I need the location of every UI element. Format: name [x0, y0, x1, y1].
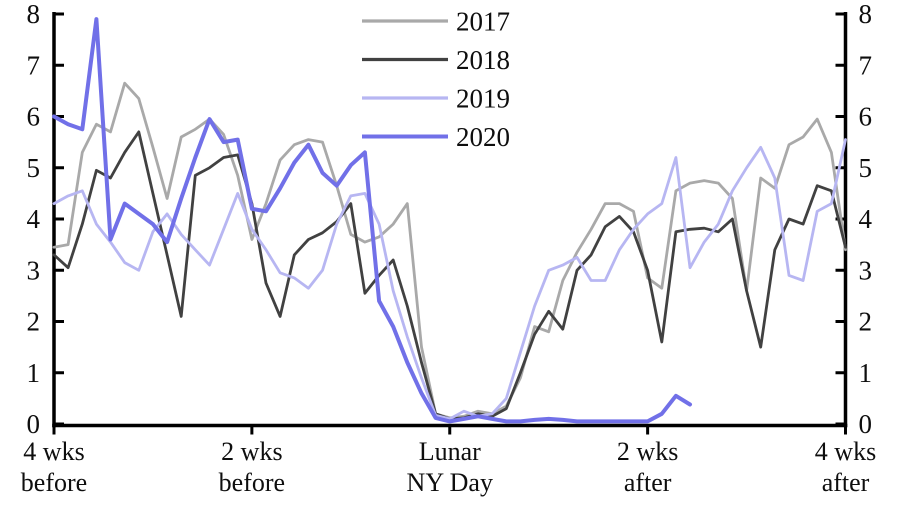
- x-axis-label-line1: 2 wks: [221, 437, 282, 466]
- y-axis-label-left-5: 5: [27, 153, 41, 183]
- y-axis-label-right-7: 7: [859, 50, 873, 80]
- y-axis-label-left-8: 8: [27, 0, 41, 29]
- x-axis-label-line2: after: [822, 468, 870, 497]
- y-axis-label-left-0: 0: [27, 409, 41, 439]
- y-axis-label-left-6: 6: [27, 102, 41, 132]
- y-axis-label-right-0: 0: [859, 409, 873, 439]
- x-axis-label-line1: 4 wks: [815, 437, 876, 466]
- y-axis-label-left-1: 1: [27, 358, 41, 388]
- y-axis-label-right-5: 5: [859, 153, 873, 183]
- y-axis-label-right-8: 8: [859, 0, 873, 29]
- x-axis-label-line1: Lunar: [419, 437, 481, 466]
- x-axis-label-line2: NY Day: [407, 468, 493, 497]
- y-axis-label-right-2: 2: [859, 307, 873, 337]
- x-axis-label-line1: 4 wks: [23, 437, 84, 466]
- x-axis-label-line2: before: [21, 468, 87, 497]
- series-line-2020: [52, 17, 692, 424]
- series-line-2019: [52, 138, 847, 421]
- series-line-2017: [52, 81, 847, 420]
- x-axis-label-line2: before: [219, 468, 285, 497]
- y-axis-label-left-4: 4: [27, 204, 41, 234]
- y-axis-label-right-3: 3: [859, 255, 873, 285]
- legend-label-2019: 2019: [456, 84, 510, 114]
- legend-label-2017: 2017: [456, 7, 510, 37]
- legend-label-2020: 2020: [456, 122, 510, 152]
- y-axis-label-right-1: 1: [859, 358, 873, 388]
- y-axis-label-left-7: 7: [27, 50, 41, 80]
- legend-label-2018: 2018: [456, 45, 510, 75]
- y-axis-label-right-4: 4: [859, 204, 873, 234]
- y-axis-label-left-3: 3: [27, 255, 41, 285]
- y-axis-label-right-6: 6: [859, 102, 873, 132]
- y-axis-label-left-2: 2: [27, 307, 41, 337]
- x-axis-label-line1: 2 wks: [617, 437, 678, 466]
- x-axis-label-line2: after: [624, 468, 672, 497]
